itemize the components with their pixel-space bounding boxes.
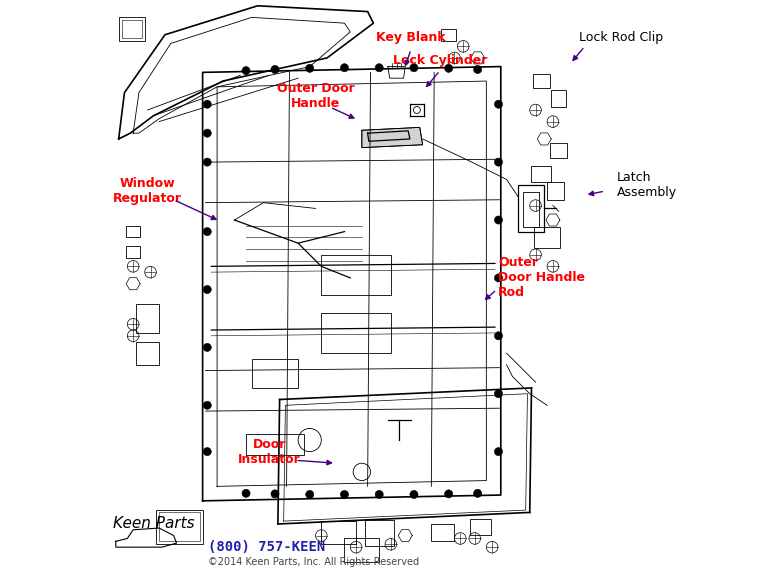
Circle shape (410, 64, 418, 72)
Bar (547, 182, 564, 200)
Circle shape (494, 158, 503, 166)
Bar (119, 17, 145, 41)
Circle shape (242, 489, 250, 497)
Circle shape (306, 64, 314, 72)
Bar (523, 192, 539, 227)
Circle shape (203, 158, 211, 166)
Circle shape (494, 274, 503, 282)
Bar (252, 359, 298, 388)
Text: Latch
Assembly: Latch Assembly (617, 171, 677, 199)
Circle shape (474, 65, 482, 74)
Circle shape (494, 448, 503, 456)
Text: Lock Cylinder: Lock Cylinder (393, 54, 487, 67)
Bar (431, 524, 454, 541)
Bar (550, 143, 567, 157)
Polygon shape (362, 127, 423, 148)
Bar (156, 510, 203, 544)
Text: (800) 757-KEEN: (800) 757-KEEN (209, 540, 326, 554)
Circle shape (203, 401, 211, 409)
Circle shape (375, 64, 383, 72)
Circle shape (494, 390, 503, 398)
Circle shape (375, 490, 383, 499)
Circle shape (340, 490, 349, 499)
Circle shape (444, 64, 453, 72)
Bar (126, 246, 140, 258)
Circle shape (271, 490, 279, 498)
Bar (321, 521, 356, 544)
Circle shape (494, 100, 503, 108)
Circle shape (410, 490, 418, 499)
Circle shape (203, 100, 211, 108)
Text: Door
Insulator: Door Insulator (238, 438, 300, 466)
Text: Window
Regulator: Window Regulator (113, 177, 182, 205)
Text: Lock Rod Clip: Lock Rod Clip (579, 31, 663, 44)
Circle shape (203, 343, 211, 351)
Circle shape (340, 64, 349, 72)
Bar (136, 304, 159, 333)
Bar (365, 520, 393, 545)
Circle shape (203, 448, 211, 456)
Bar (246, 434, 304, 455)
Circle shape (306, 490, 314, 499)
Bar (344, 538, 379, 562)
Bar (136, 342, 159, 365)
Bar (321, 313, 391, 353)
Circle shape (242, 67, 250, 75)
Circle shape (271, 65, 279, 74)
Text: Key Blank: Key Blank (377, 31, 446, 44)
Circle shape (494, 332, 503, 340)
Bar (126, 226, 140, 237)
Bar (321, 255, 391, 295)
Circle shape (474, 489, 482, 497)
Text: Outer Door
Handle: Outer Door Handle (276, 82, 354, 109)
Bar (551, 90, 566, 107)
Text: Keen Parts: Keen Parts (113, 516, 195, 532)
Circle shape (494, 216, 503, 224)
Circle shape (203, 129, 211, 137)
Circle shape (203, 228, 211, 236)
Bar (533, 74, 550, 88)
Text: ©2014 Keen Parts, Inc. All Rights Reserved: ©2014 Keen Parts, Inc. All Rights Reserv… (209, 556, 420, 567)
Circle shape (203, 285, 211, 294)
Bar (534, 227, 560, 248)
Text: Outer
Door Handle
Rod: Outer Door Handle Rod (498, 256, 585, 299)
Bar (518, 185, 544, 232)
Bar (122, 20, 142, 38)
Bar (531, 166, 551, 182)
Circle shape (444, 490, 453, 498)
Bar (159, 512, 199, 541)
Bar (441, 29, 456, 41)
Bar (470, 519, 490, 535)
